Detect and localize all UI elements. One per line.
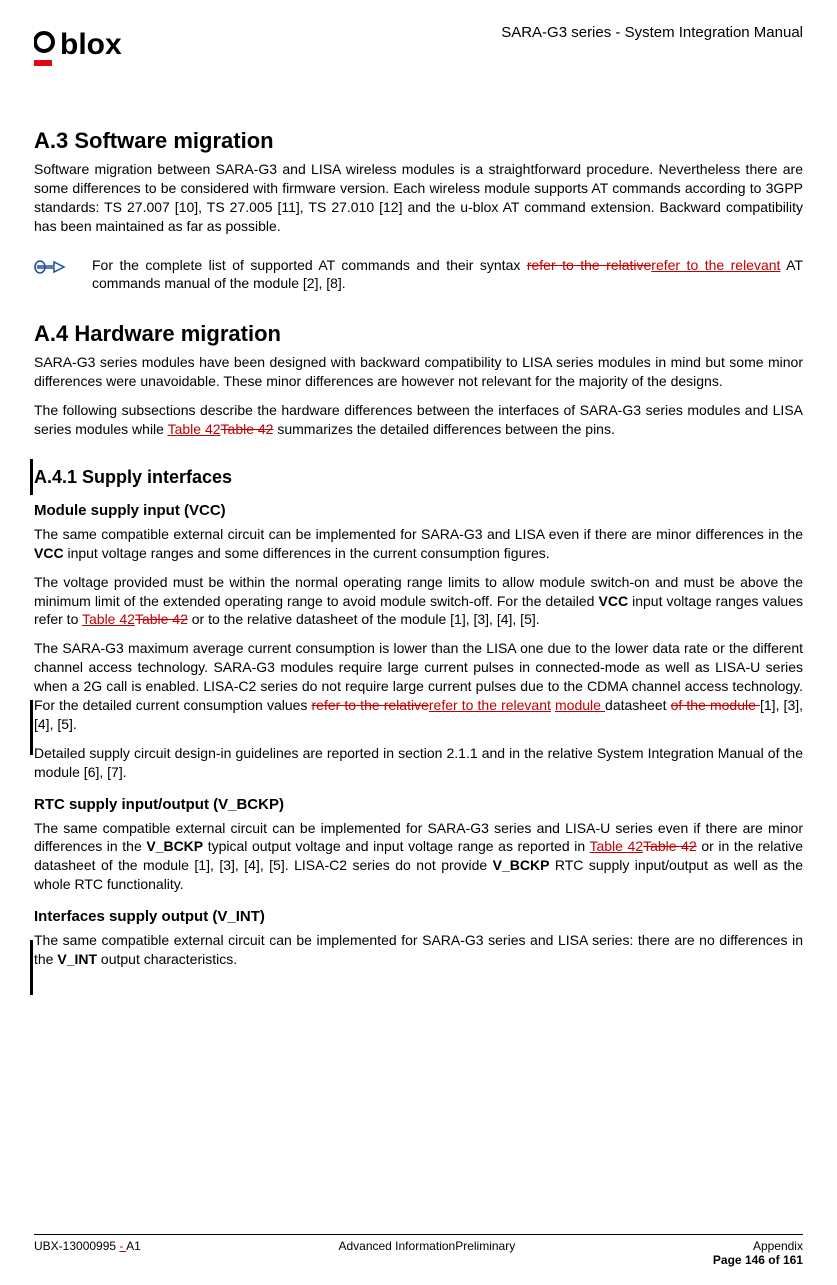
page-number: Page 146 of 161 <box>713 1253 803 1267</box>
paragraph: The SARA-G3 maximum average current cons… <box>34 639 803 733</box>
text-run: summarizes the detailed differences betw… <box>273 421 614 437</box>
note-text: For the complete list of supported AT co… <box>92 256 803 294</box>
cross-reference-link[interactable]: Table 42 <box>168 421 221 437</box>
bold-term: V_BCKP <box>146 838 203 854</box>
text-run: or to the relative datasheet of the modu… <box>188 611 540 627</box>
text-run: input voltage ranges and some difference… <box>64 545 550 561</box>
deleted-text: of the module <box>671 697 760 713</box>
paragraph: SARA-G3 series modules have been designe… <box>34 353 803 391</box>
paragraph: The same compatible external circuit can… <box>34 819 803 895</box>
bold-term: VCC <box>599 593 629 609</box>
text-run: The same compatible external circuit can… <box>34 526 803 542</box>
heading-a3: A.3 Software migration <box>34 128 803 154</box>
inserted-text: refer to the relevant <box>429 697 551 713</box>
deleted-text: refer to the relative <box>312 697 429 713</box>
inserted-text: refer to the relevant <box>651 257 780 273</box>
deleted-text: Table 42 <box>221 421 274 437</box>
bold-term: VCC <box>34 545 64 561</box>
deleted-text: Table 42 <box>135 611 188 627</box>
cross-reference-link[interactable]: Table 42 <box>589 838 643 854</box>
pointing-hand-icon <box>34 256 92 294</box>
bold-term: V_INT <box>57 951 97 967</box>
doc-number: UBX-13000995 <box>34 1239 119 1253</box>
track-change-bar <box>30 940 33 995</box>
subheading-vbckp: RTC supply input/output (V_BCKP) <box>34 796 803 813</box>
revision-label: A1 <box>126 1239 141 1253</box>
text-run: datasheet <box>605 697 671 713</box>
paragraph: The following subsections describe the h… <box>34 401 803 439</box>
bold-term: V_BCKP <box>493 857 550 873</box>
heading-a41: A.4.1 Supply interfaces <box>34 467 803 488</box>
paragraph: Detailed supply circuit design-in guidel… <box>34 744 803 782</box>
text-run: output characteristics. <box>97 951 237 967</box>
page-content: A.3 Software migration Software migratio… <box>34 128 803 969</box>
deleted-text: refer to the relative <box>527 257 651 273</box>
subheading-vint: Interfaces supply output (V_INT) <box>34 908 803 925</box>
page-footer: UBX-13000995 - A1 Advanced InformationPr… <box>34 1234 803 1267</box>
deleted-text: Table 42 <box>643 838 697 854</box>
footer-right: Appendix Page 146 of 161 <box>713 1239 803 1267</box>
paragraph: The same compatible external circuit can… <box>34 525 803 563</box>
text-run: For the complete list of supported AT co… <box>92 257 527 273</box>
text-run: typical output voltage and input voltage… <box>203 838 589 854</box>
paragraph: Software migration between SARA-G3 and L… <box>34 160 803 236</box>
subheading-vcc: Module supply input (VCC) <box>34 502 803 519</box>
svg-text:blox: blox <box>60 28 122 61</box>
paragraph: The voltage provided must be within the … <box>34 573 803 630</box>
page-header: blox SARA-G3 series - System Integration… <box>34 24 803 68</box>
section-label: Appendix <box>713 1239 803 1253</box>
inserted-text: module <box>555 697 605 713</box>
note-callout: For the complete list of supported AT co… <box>34 256 803 294</box>
footer-center: Advanced InformationPreliminary <box>338 1239 515 1267</box>
heading-a4: A.4 Hardware migration <box>34 321 803 347</box>
track-change-bar <box>30 700 33 755</box>
document-title: SARA-G3 series - System Integration Manu… <box>501 24 803 41</box>
track-change-bar <box>30 459 33 495</box>
ublox-logo: blox <box>34 24 144 68</box>
footer-left: UBX-13000995 - A1 <box>34 1239 141 1267</box>
cross-reference-link[interactable]: Table 42 <box>82 611 135 627</box>
paragraph: The same compatible external circuit can… <box>34 931 803 969</box>
